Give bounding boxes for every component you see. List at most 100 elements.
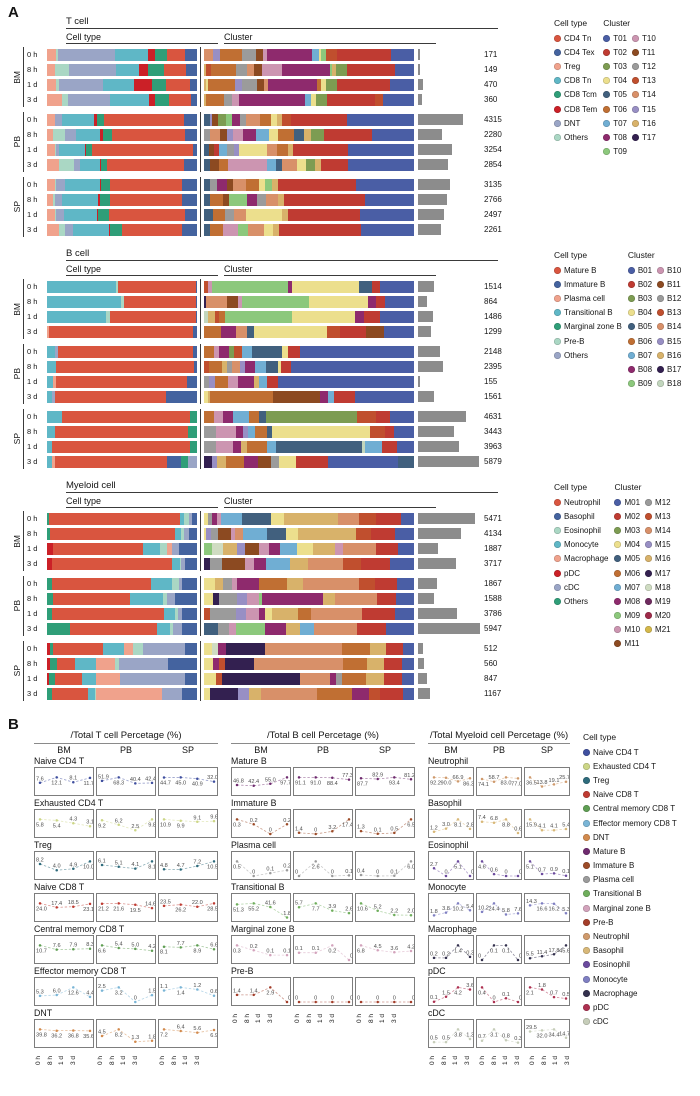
cluster-stacked-bar xyxy=(204,642,414,655)
bar-segment-B09 xyxy=(212,280,288,293)
bar-segment-T05 xyxy=(204,208,213,221)
celltype-stacked-bar xyxy=(47,455,197,468)
bar-segment-B07 xyxy=(241,345,253,358)
legend-item: B12 xyxy=(657,291,681,305)
legend-item-label: Transitional B xyxy=(564,308,613,318)
bar-segment-T14 xyxy=(204,48,214,61)
svg-text:0.1: 0.1 xyxy=(345,869,353,875)
bar-segment-T16 xyxy=(282,208,288,221)
legend-color-dot xyxy=(554,266,561,274)
svg-text:10.2: 10.2 xyxy=(453,906,464,912)
svg-text:5.0: 5.0 xyxy=(131,942,139,948)
bar-segment-M15 xyxy=(237,592,247,605)
mini-line-chart: 92.2 90.066.986.3 xyxy=(428,767,474,796)
count-bar xyxy=(418,543,438,554)
x-tick-label: 0 h xyxy=(159,1055,166,1065)
bar-segment-M14 xyxy=(260,687,318,700)
bar-segment-M07 xyxy=(300,622,315,635)
panel-b-legend-title: Cell type xyxy=(583,732,617,742)
svg-text:2.6: 2.6 xyxy=(345,907,353,913)
svg-text:0: 0 xyxy=(376,996,379,1002)
bar-segment-T03 xyxy=(306,158,315,171)
column-divider xyxy=(200,439,201,454)
tissue-label: PB xyxy=(11,136,22,148)
trend-charts: 10.7 7.6 7.9 8.3 6.6 5.4 5.0 4.2 8.1 7.7 8.9 6.6 xyxy=(34,935,218,964)
legend-item: pDC xyxy=(583,1000,677,1014)
time-label: 3 d xyxy=(27,624,38,633)
legend-item: Mature B xyxy=(583,844,677,858)
bar-segment-T09 xyxy=(265,178,272,191)
legend-item: pDC xyxy=(554,566,608,580)
bar-segment-B13 xyxy=(370,425,385,438)
bar-segment-CD8 Tem xyxy=(96,208,98,221)
cell-count: 3135 xyxy=(484,180,502,189)
mini-line-chart: 0.5 0.53.8 1.3 xyxy=(428,1019,474,1048)
celltype-stacked-bar xyxy=(47,557,197,570)
svg-text:9.8: 9.8 xyxy=(148,822,156,828)
legend-item: M01 xyxy=(614,495,640,509)
bar-segment-Eosinophil xyxy=(159,542,167,555)
bar-segment-T02 xyxy=(279,223,361,236)
legend-item-label: Neutrophil xyxy=(564,497,601,507)
legend-item-label: Monocyte xyxy=(593,974,628,984)
group-rows: 0 h 1867 8 h 1588 1 d 3786 3 d 5947 xyxy=(23,576,502,636)
legend-color-dot xyxy=(657,380,665,388)
mini-line-chart: 1.4 1.4 2.90 xyxy=(231,977,291,1006)
legend-item-label: B11 xyxy=(667,279,681,289)
bar-segment-T01 xyxy=(348,143,414,156)
legend-item-label: Marginal zone B xyxy=(564,322,622,332)
svg-text:55.0: 55.0 xyxy=(265,777,276,783)
trend-charts: 0.5 0 0.1 0.2 0 2.6 0 0.1 0.4 0 0.1 6.0 xyxy=(231,851,415,880)
legend-item-label: pDC xyxy=(593,1002,610,1012)
legend-item-label: T01 xyxy=(613,33,627,43)
bar-segment-B10 xyxy=(237,295,242,308)
x-tick-label: 3 d xyxy=(69,1055,77,1065)
trend-charts: 1.2 3.0 8.1 2.8 7.4 6.8 8.8 0.6 15.9 4.1 4.1 5.4 xyxy=(428,809,570,838)
svg-text:8.2: 8.2 xyxy=(36,858,44,864)
bar-segment-T16 xyxy=(271,178,279,191)
legend-item: M04 xyxy=(614,538,640,552)
legend-item-label: T17 xyxy=(642,132,656,142)
mini-line-chart: 44.7 45.0 40.932.0 xyxy=(158,767,218,796)
column-divider xyxy=(200,62,201,77)
bar-segment-Others xyxy=(47,622,70,635)
cell-count: 1867 xyxy=(484,579,502,588)
svg-text:1.2: 1.2 xyxy=(430,825,438,831)
legend-item: Exhausted CD4 T xyxy=(583,759,677,773)
bar-segment-Others xyxy=(51,390,55,403)
svg-text:0: 0 xyxy=(288,996,291,1002)
mini-line-chart: 10.2 24.4 5.8 7.6 xyxy=(476,893,522,922)
legend-item-label: Exhausted CD4 T xyxy=(593,761,656,771)
bar-segment-CD4 Tex xyxy=(185,48,197,61)
panel-b-columns: /Total T cell Percetage (%) BM PB SP Naive C… xyxy=(34,730,683,1065)
cluster-stacked-bar xyxy=(204,410,414,423)
svg-text:1.5: 1.5 xyxy=(442,990,450,996)
x-tick-label: 1 d xyxy=(379,1013,386,1023)
count-bar-track xyxy=(418,411,480,422)
legend-item-label: Others xyxy=(564,132,589,142)
bar-segment-Basophil xyxy=(174,592,197,605)
svg-text:5.3: 5.3 xyxy=(562,907,570,913)
svg-text:0.1: 0.1 xyxy=(502,948,510,954)
legend-color-dot xyxy=(632,77,639,85)
bar-segment-CD4 Tex xyxy=(183,113,197,126)
mini-line-chart: 2.11.80.7 0.5 xyxy=(524,977,570,1006)
time-label: 0 h xyxy=(27,514,38,523)
column-divider xyxy=(200,526,201,541)
bar-segment-Neutrophil xyxy=(55,672,82,685)
bar-segment-T01 xyxy=(360,223,414,236)
legend-item: M16 xyxy=(645,552,671,566)
cell-count: 2766 xyxy=(484,195,502,204)
bar-segment-T01 xyxy=(355,178,414,191)
legend-item: M14 xyxy=(645,523,671,537)
cell-count: 470 xyxy=(484,80,498,89)
bar-segment-M06 xyxy=(342,642,370,655)
mini-line-chart: 0.4 0 0.16.0 xyxy=(355,851,415,880)
time-label: 0 h xyxy=(27,412,38,421)
trend-charts: 92.2 90.0 66.9 86.3 74.1 58.7 83.0 77.0 36.5 13.8… xyxy=(428,767,570,796)
bar-segment-B01 xyxy=(327,455,398,468)
x-tick-label: 3 d xyxy=(328,1013,336,1023)
bar-segment-T10 xyxy=(222,223,239,236)
